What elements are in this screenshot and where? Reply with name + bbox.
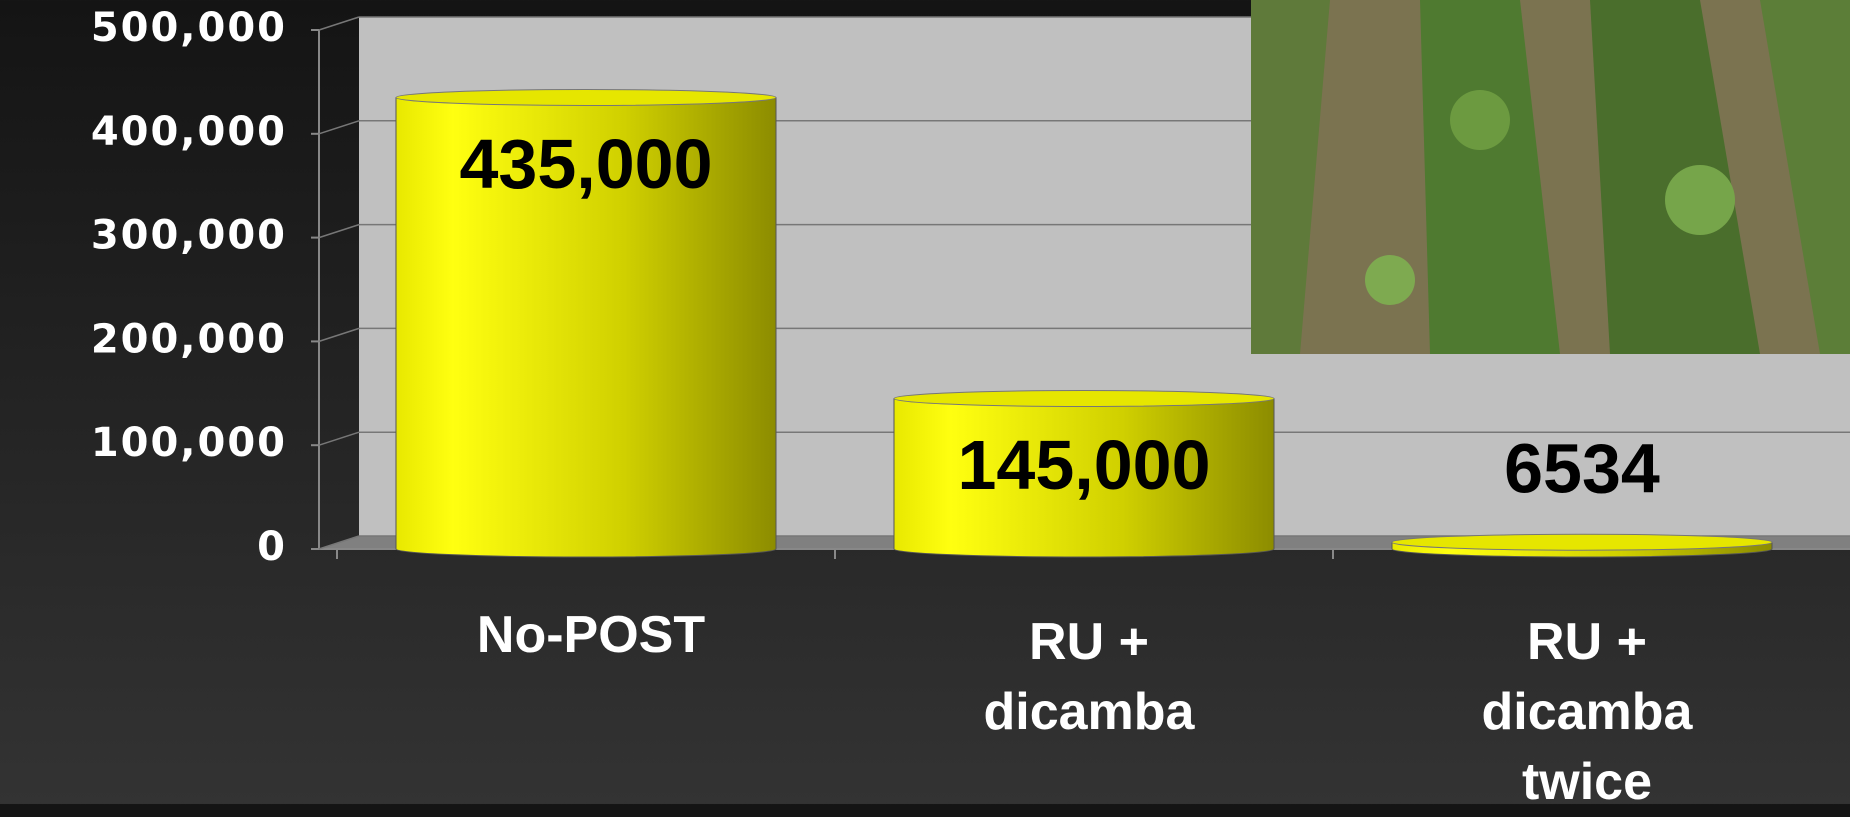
bar-part [893, 397, 1275, 558]
grid-line [318, 120, 360, 135]
x-tick-label: No-POST [476, 606, 706, 664]
bar [1391, 533, 1773, 558]
bar [893, 389, 1275, 558]
grid-line [318, 431, 360, 446]
grid-line [318, 16, 360, 31]
x-tick-label: RU + dicamba [983, 613, 1195, 741]
bar-part [395, 96, 777, 558]
y-tick-label: 0 [257, 524, 287, 570]
y-tick-label: 100,000 [91, 420, 287, 466]
value-label: 435,000 [459, 125, 712, 203]
grid-line [318, 535, 360, 550]
y-tick-label: 200,000 [91, 316, 287, 362]
x-tick-label: RU + dicamba twice [1481, 613, 1693, 811]
bar-part [395, 88, 777, 106]
y-tick-label: 400,000 [91, 109, 287, 155]
bar [395, 88, 777, 558]
bar-part [1391, 533, 1773, 551]
value-label: 6534 [1504, 430, 1660, 508]
bar-part [893, 389, 1275, 407]
value-label: 145,000 [957, 426, 1210, 504]
y-tick-label: 300,000 [91, 213, 287, 259]
grid-line [318, 223, 360, 239]
photo [1251, 0, 1850, 354]
grid-line [318, 327, 360, 343]
y-tick-label: 500,000 [91, 5, 287, 51]
